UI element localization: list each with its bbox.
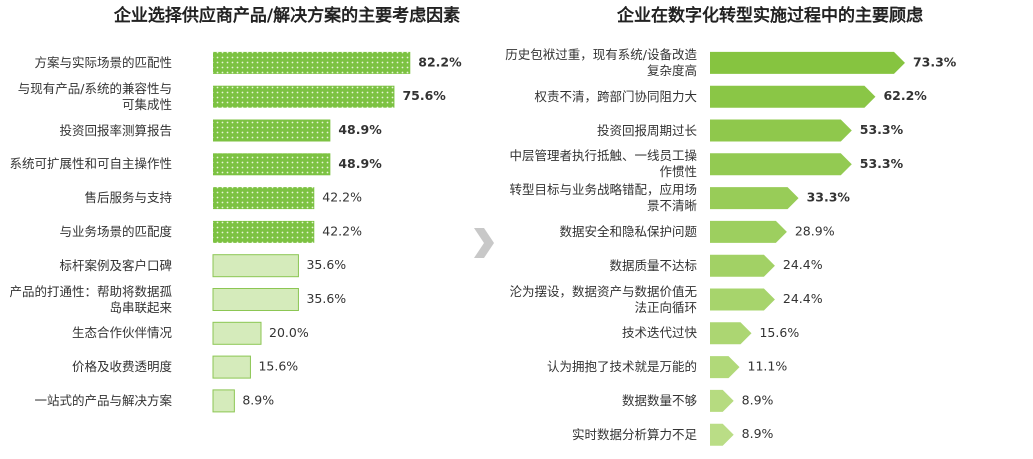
bar: [213, 220, 315, 243]
category-label: 价格及收费透明度: [71, 359, 172, 375]
category-label: 权责不清，跨部门协同阻力大: [534, 88, 697, 104]
category-label: 技术迭代过快: [621, 325, 697, 341]
category-label: 转型目标与业务战略错配，应用场景不清晰: [509, 182, 697, 214]
category-label: 沦为摆设，数据资产与数据价值无法正向循环: [509, 283, 697, 315]
bar: [710, 254, 775, 277]
category-label: 数据质量不达标: [609, 257, 697, 273]
category-label: 售后服务与支持: [84, 190, 172, 206]
category-label: 转型目标与业务战略错配，应用场景不清晰: [509, 182, 697, 214]
category-label: 中层管理者执行抵触、一线员工操作惯性: [509, 148, 697, 180]
value-label: 15.6%: [258, 359, 298, 374]
value-label: 28.9%: [795, 223, 835, 238]
category-label: 中层管理者执行抵触、一线员工操作惯性: [509, 148, 697, 180]
category-label: 实时数据分析算力不足: [571, 426, 697, 442]
value-label: 48.9%: [338, 122, 382, 137]
category-label: 一站式的产品与解决方案: [34, 392, 172, 408]
value-label: 82.2%: [418, 54, 462, 69]
value-label: 33.3%: [807, 190, 851, 205]
bar: [212, 355, 251, 379]
category-label: 产品的打通性：帮助将数据孤岛串联起来: [9, 283, 172, 315]
category-label: 价格及收费透明度: [71, 359, 172, 375]
category-label: 数据安全和隐私保护问题: [559, 223, 697, 239]
category-label: 历史包袱过重，现有系统/设备改造复杂度高: [505, 46, 697, 78]
category-label: 生态合作伙伴情况: [71, 325, 172, 341]
category-label: 方案与实际场景的匹配性: [34, 54, 172, 70]
value-label: 48.9%: [338, 156, 382, 171]
bar: [710, 356, 740, 379]
category-label: 数据数量不够: [621, 392, 697, 408]
category-label: 一站式的产品与解决方案: [34, 392, 172, 408]
value-label: 42.2%: [322, 190, 362, 205]
bar: [710, 288, 775, 311]
category-label: 认为拥抱了技术就是万能的: [546, 359, 697, 375]
bar: [213, 51, 411, 74]
divider-arrow: [474, 228, 494, 258]
bar: [710, 187, 799, 210]
value-label: 8.9%: [242, 392, 274, 407]
category-label: 投资回报周期过长: [596, 122, 697, 138]
category-label: 方案与实际场景的匹配性: [34, 54, 172, 70]
category-label: 产品的打通性：帮助将数据孤岛串联起来: [9, 283, 172, 315]
bar: [212, 254, 299, 278]
bar: [213, 187, 315, 210]
category-label: 沦为摆设，数据资产与数据价值无法正向循环: [509, 283, 697, 315]
value-label: 24.4%: [783, 291, 823, 306]
value-label: 53.3%: [860, 122, 904, 137]
bar: [710, 153, 852, 176]
category-label: 生态合作伙伴情况: [71, 325, 172, 341]
bar: [710, 119, 852, 142]
category-label: 与业务场景的匹配度: [59, 223, 172, 239]
category-label: 标杆案例及客户口碑: [59, 257, 172, 273]
value-label: 35.6%: [306, 291, 346, 306]
category-label: 与现有产品/系统的兼容性与可集成性: [17, 80, 172, 112]
bar: [212, 389, 235, 413]
bar: [710, 322, 752, 345]
category-label: 数据数量不够: [621, 392, 697, 408]
category-label: 投资回报率测算报告: [59, 122, 172, 138]
bar: [212, 321, 262, 345]
bar: [213, 85, 395, 108]
bar: [710, 220, 787, 243]
bar: [710, 85, 876, 108]
category-label: 与现有产品/系统的兼容性与可集成性: [17, 80, 172, 112]
category-label: 历史包袱过重，现有系统/设备改造复杂度高: [505, 46, 697, 78]
bar: [710, 423, 734, 446]
bar: [213, 153, 331, 176]
value-label: 11.1%: [748, 359, 788, 374]
category-label: 投资回报周期过长: [596, 122, 697, 138]
value-label: 8.9%: [742, 392, 774, 407]
category-label: 投资回报率测算报告: [59, 122, 172, 138]
value-label: 24.4%: [783, 257, 823, 272]
chart-title: 企业在数字化转型实施过程中的主要顾虑: [616, 5, 923, 26]
chart-title: 企业选择供应商产品/解决方案的主要考虑因素: [113, 5, 460, 26]
value-label: 15.6%: [759, 325, 799, 340]
value-label: 73.3%: [913, 54, 957, 69]
value-label: 8.9%: [742, 426, 774, 441]
category-label: 数据质量不达标: [609, 257, 697, 273]
bar: [212, 288, 299, 311]
category-label: 实时数据分析算力不足: [571, 426, 697, 442]
value-label: 75.6%: [402, 88, 446, 103]
value-label: 62.2%: [883, 88, 927, 103]
category-label: 系统可扩展性和可自主操作性: [9, 156, 172, 172]
value-label: 35.6%: [306, 257, 346, 272]
bar: [710, 389, 734, 412]
category-label: 权责不清，跨部门协同阻力大: [534, 88, 697, 104]
value-label: 42.2%: [322, 223, 362, 238]
category-label: 技术迭代过快: [621, 325, 697, 341]
category-label: 售后服务与支持: [84, 190, 172, 206]
bar: [710, 51, 905, 74]
category-label: 与业务场景的匹配度: [59, 223, 172, 239]
category-label: 数据安全和隐私保护问题: [559, 223, 697, 239]
value-label: 20.0%: [269, 325, 309, 340]
category-label: 系统可扩展性和可自主操作性: [9, 156, 172, 172]
value-label: 53.3%: [860, 156, 904, 171]
category-label: 认为拥抱了技术就是万能的: [546, 359, 697, 375]
category-label: 标杆案例及客户口碑: [59, 257, 172, 273]
bar: [213, 119, 331, 142]
